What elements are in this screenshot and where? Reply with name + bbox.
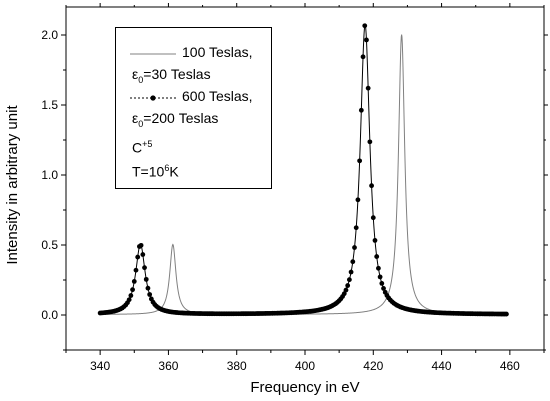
series-point-600-teslas [341,291,347,297]
series-point-600-teslas [345,283,351,288]
series-point-600-teslas [135,254,141,260]
x-tick-label: 400 [295,359,315,373]
y-axis-label: Intensity in arbitrary unit [4,105,21,265]
x-tick-label: 360 [158,359,178,373]
series-point-600-teslas [346,277,352,283]
series-point-600-teslas [126,297,132,303]
legend-label-100-teslas: 100 Teslas, [182,44,253,60]
series-point-600-teslas [370,215,376,221]
series-point-600-teslas [128,293,134,298]
legend-label-eps-30: ε0=30 Teslas [132,66,211,85]
y-tick-label: 2.0 [41,28,58,42]
series-point-600-teslas [367,139,373,145]
series-point-600-teslas [140,252,146,257]
series-point-600-teslas [372,238,378,243]
series-point-600-teslas [133,267,139,273]
series-point-600-teslas [350,259,356,265]
y-tick-label: 1.0 [41,168,58,182]
series-point-600-teslas [343,287,349,293]
series-600-teslas [97,23,509,317]
x-tick-label: 340 [90,359,110,373]
series-point-600-teslas [130,287,135,293]
series-point-600-teslas [147,292,153,297]
y-tick-label: 0.5 [41,238,58,252]
series-point-600-teslas [362,23,368,29]
series-point-600-teslas [379,281,385,286]
legend: 100 Teslas, ε0=30 Teslas 600 Teslas, ε0=… [115,27,272,189]
legend-label-eps-200: ε0=200 Teslas [132,110,219,129]
x-tick-label: 420 [363,359,383,373]
series-point-600-teslas [145,285,151,291]
series-point-600-teslas [348,269,354,275]
series-point-600-teslas [377,274,383,280]
series-point-600-teslas [138,242,144,248]
x-tick-label: 440 [432,359,452,373]
series-point-600-teslas [358,107,364,113]
legend-swatch-dot-line [130,95,176,101]
series-point-600-teslas [142,265,147,271]
series-point-600-teslas [364,37,369,43]
y-tick-label: 1.5 [41,98,58,112]
series-point-600-teslas [360,54,366,60]
series-point-600-teslas [369,183,374,189]
series-point-600-teslas [352,245,357,250]
series-point-600-teslas [131,279,137,284]
series-point-600-teslas [376,265,381,271]
series-point-600-teslas [353,225,359,231]
x-axis-label: Frequency in eV [250,379,359,396]
x-tick-label: 460 [500,359,520,373]
series-point-600-teslas [357,158,363,164]
x-tick-label: 380 [227,359,247,373]
legend-label-600-teslas: 600 Teslas, [182,88,253,104]
series-point-600-teslas [504,311,509,317]
legend-ion-label: C+5 [132,139,153,156]
legend-temperature-label: T=106K [132,163,179,180]
y-tick-label: 0.0 [41,308,58,322]
legend-swatch-thin-line [130,53,176,55]
series-point-600-teslas [381,286,386,291]
series-point-600-teslas [365,85,371,91]
series-point-600-teslas [355,197,361,203]
series-point-600-teslas [374,254,380,259]
series-point-600-teslas [143,276,149,282]
